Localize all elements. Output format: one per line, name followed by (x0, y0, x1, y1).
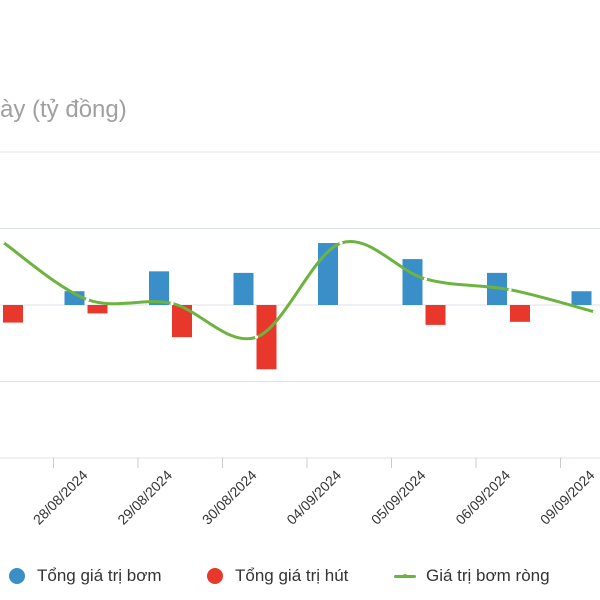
net-point[interactable] (592, 310, 597, 314)
net-point[interactable] (1, 240, 5, 244)
bar-draw[interactable] (172, 305, 192, 338)
bar-draw[interactable] (3, 305, 23, 323)
x-tick-label: 06/09/2024 (452, 467, 513, 528)
bar-pump[interactable] (402, 259, 423, 305)
x-tick-label: 29/08/2024 (114, 467, 175, 528)
legend-label-net: Giá trị bơm ròng (426, 566, 550, 585)
net-line-path[interactable] (2, 240, 595, 341)
bar-pump[interactable] (571, 291, 592, 305)
bar-draw[interactable] (87, 305, 108, 314)
bar-pump[interactable] (149, 271, 169, 305)
legend-marker-net (394, 568, 416, 584)
legend-item-draw[interactable]: Tổng giá trị hút (207, 566, 348, 586)
x-tick-label: 30/08/2024 (199, 467, 260, 528)
x-tick-label: 28/08/2024 (30, 467, 91, 528)
net-point[interactable] (339, 241, 343, 245)
net-point[interactable] (508, 288, 512, 292)
x-tick-label: 05/09/2024 (368, 467, 429, 528)
legend-marker-draw (207, 568, 223, 584)
bar-draw[interactable] (510, 305, 530, 322)
net-point[interactable] (85, 298, 90, 302)
net-point[interactable] (423, 277, 428, 281)
net-point[interactable] (254, 335, 259, 339)
bar-pump[interactable] (233, 272, 254, 305)
legend-item-net[interactable]: Giá trị bơm ròng (394, 566, 550, 586)
x-tick-labels: 28/08/2024 29/08/2024 30/08/2024 04/09/2024… (30, 467, 598, 528)
net-line (1, 240, 597, 341)
legend-marker-pump (9, 568, 25, 584)
bar-draw[interactable] (256, 305, 277, 370)
x-tick-label: 09/09/2024 (537, 467, 598, 528)
legend-label-pump: Tổng giá trị bơm (37, 566, 162, 585)
legend-item-pump[interactable]: Tổng giá trị bơm (9, 566, 162, 586)
bar-draw[interactable] (425, 305, 446, 325)
legend-label-draw: Tổng giá trị hút (235, 566, 349, 585)
x-tick-label: 04/09/2024 (283, 467, 344, 528)
net-point[interactable] (170, 301, 174, 306)
legend: Tổng giá trị bơm Tổng giá trị hút Giá tr… (0, 566, 600, 596)
chart-title: ày (tỷ đồng) (0, 96, 127, 123)
